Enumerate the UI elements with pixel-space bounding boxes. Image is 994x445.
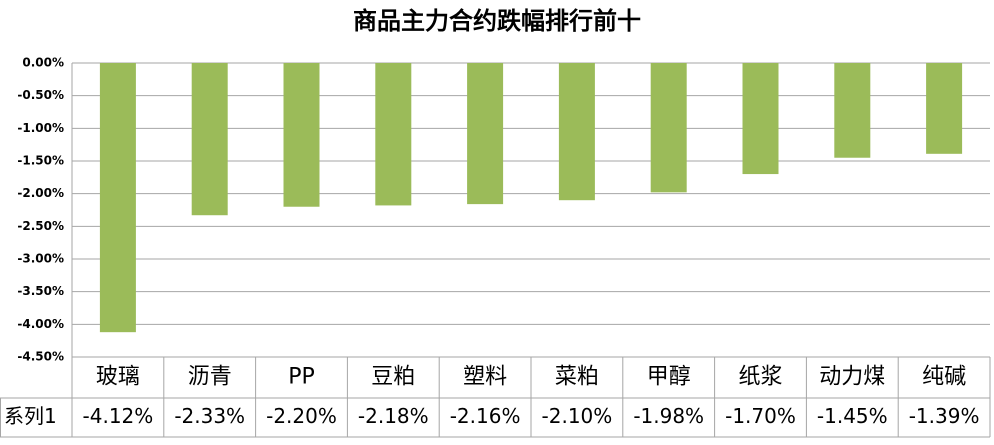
bar — [834, 63, 871, 158]
x-tick-label: 豆粕 — [371, 365, 415, 390]
x-tick-label: 纸浆 — [738, 365, 782, 390]
bar — [467, 63, 504, 205]
bar — [283, 63, 320, 207]
data-label: -1.45% — [817, 404, 888, 428]
y-tick-label: -0.50% — [17, 88, 64, 102]
data-label: -1.98% — [633, 404, 704, 428]
data-label: -2.10% — [542, 404, 613, 428]
bar — [650, 63, 687, 193]
x-tick-label: 动力煤 — [819, 365, 885, 390]
bar — [926, 63, 963, 154]
y-tick-label: -4.50% — [17, 350, 64, 364]
x-tick-label: 菜粕 — [555, 365, 599, 390]
data-label: -1.70% — [725, 404, 796, 428]
data-label: -4.12% — [83, 404, 154, 428]
bar — [742, 63, 779, 175]
y-tick-label: -1.50% — [17, 154, 64, 168]
x-tick-label: 塑料 — [463, 365, 507, 390]
data-label: -1.39% — [909, 404, 980, 428]
y-tick-label: -1.00% — [17, 121, 64, 135]
legend-label: 系列1 — [4, 404, 57, 428]
y-tick-label: -3.00% — [17, 252, 64, 266]
y-tick-label: -3.50% — [17, 284, 64, 298]
x-tick-label: 甲醇 — [647, 365, 691, 390]
x-tick-label: 纯碱 — [922, 365, 966, 390]
bar — [99, 63, 136, 333]
x-tick-label: 玻璃 — [96, 365, 140, 390]
y-tick-label: -2.50% — [17, 219, 64, 233]
bar — [558, 63, 595, 201]
chart-title: 商品主力合约跌幅排行前十 — [353, 7, 641, 35]
y-tick-label: -4.00% — [17, 317, 64, 331]
y-tick-label: -2.00% — [17, 186, 64, 200]
bar — [191, 63, 228, 216]
data-label: -2.20% — [266, 404, 337, 428]
bar — [375, 63, 412, 206]
data-label: -2.16% — [450, 404, 521, 428]
x-tick-label: 沥青 — [188, 365, 232, 390]
y-tick-label: 0.00% — [22, 56, 64, 70]
x-tick-label: PP — [288, 365, 315, 390]
data-label: -2.18% — [358, 404, 429, 428]
data-label: -2.33% — [174, 404, 245, 428]
